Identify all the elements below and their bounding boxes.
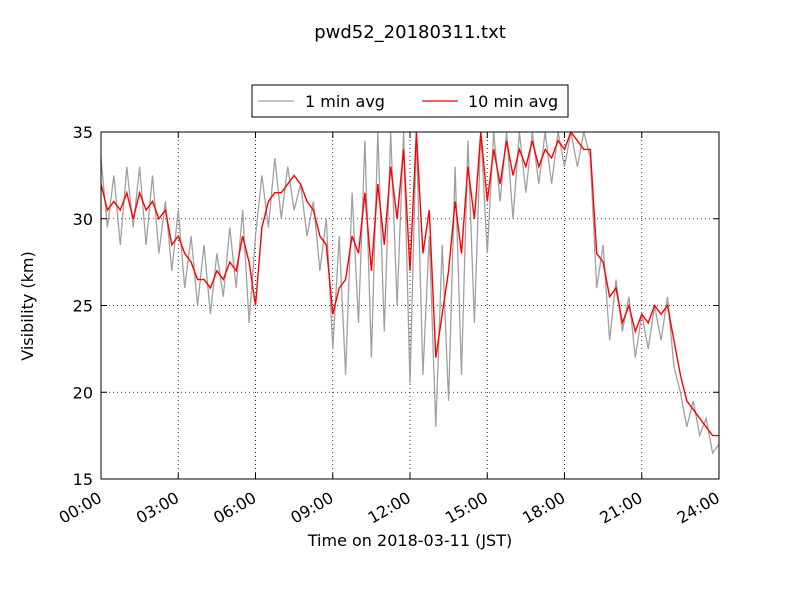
legend-box xyxy=(251,84,569,118)
x-tick-label: 21:00 xyxy=(596,488,645,528)
x-tick-label: 24:00 xyxy=(674,488,723,528)
x-tick-label: 18:00 xyxy=(519,488,568,528)
y-axis-label: Visibility (km) xyxy=(18,251,37,360)
y-tick-label: 15 xyxy=(73,470,93,489)
x-tick-label: 00:00 xyxy=(56,488,105,528)
plot-area: 00:00 03:00 06:00 09:00 12:00 15:00 18:00 21:00… xyxy=(56,123,723,528)
legend: 1 min avg 10 min avg xyxy=(251,84,569,118)
x-tick-label: 09:00 xyxy=(287,488,336,528)
series-line-1min-avg xyxy=(101,132,719,455)
y-tick-label: 35 xyxy=(73,123,93,142)
legend-label-10min: 10 min avg xyxy=(468,92,558,111)
y-tick-label: 25 xyxy=(73,297,93,316)
x-axis-label: Time on 2018-03-11 (JST) xyxy=(307,531,512,550)
x-tick-label: 12:00 xyxy=(365,488,414,528)
series-line-10min-avg xyxy=(101,132,719,437)
x-tick-label: 06:00 xyxy=(210,488,259,528)
y-tick-label: 30 xyxy=(73,210,93,229)
x-tick-label: 03:00 xyxy=(133,488,182,528)
chart-title: pwd52_20180311.txt xyxy=(314,22,506,43)
x-tick-label: 15:00 xyxy=(442,488,491,528)
legend-label-1min: 1 min avg xyxy=(305,92,385,111)
y-tick-label: 20 xyxy=(73,383,93,402)
